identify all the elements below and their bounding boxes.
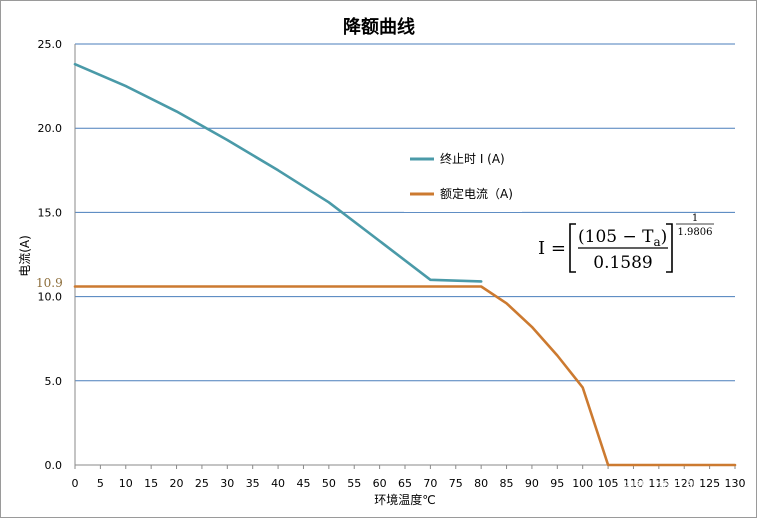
series-line-terminal-current <box>73 62 483 283</box>
derating-formula: I = (105 − Ta) 0.1589 1 1.9806 <box>532 213 722 275</box>
x-tick-label: 95 <box>550 477 564 490</box>
formula-exponent-denominator: 1.9806 <box>678 227 713 238</box>
x-tick-label: 40 <box>271 477 285 490</box>
x-tick-label: 50 <box>322 477 336 490</box>
x-tick-label: 130 <box>725 477 746 490</box>
y-tick-label: 25.0 <box>38 38 63 51</box>
formula-lhs: I = <box>538 238 566 259</box>
y-tick-label: 10.0 <box>38 291 63 304</box>
y-tick-label: 15.0 <box>38 206 63 219</box>
formula-denominator: 0.1589 <box>593 253 652 273</box>
x-tick-label: 70 <box>423 477 437 490</box>
tick-labels: 0.0 5.0 10.0 15.0 20.0 25.0 0 5 10 15 20 25 30 35 40 45… <box>38 38 746 490</box>
chart-title: 降额曲线 <box>343 16 415 38</box>
x-tick-label: 85 <box>500 477 514 490</box>
formula-left-bracket <box>569 223 576 273</box>
x-tick-label: 60 <box>373 477 387 490</box>
series-line-rated-current <box>73 285 737 467</box>
y-tick-label: 0.0 <box>45 459 63 472</box>
x-tick-label: 20 <box>170 477 184 490</box>
y-tick-label: 20.0 <box>38 122 63 135</box>
x-tick-label: 5 <box>97 477 104 490</box>
x-tick-label: 120 <box>674 477 695 490</box>
y-tick-label: 5.0 <box>45 375 63 388</box>
x-tick-label: 80 <box>474 477 488 490</box>
y-axis-title: 电流(A) <box>18 235 32 277</box>
y-value-annotation: 10.9 <box>36 276 63 290</box>
legend-label-terminal-current: 终止时 I (A) <box>440 151 505 166</box>
x-tick-label: 110 <box>623 477 644 490</box>
x-tick-label: 100 <box>572 477 593 490</box>
x-tick-label: 25 <box>195 477 209 490</box>
gridlines <box>75 43 735 382</box>
x-tick-label: 10 <box>119 477 133 490</box>
x-tick-label: 125 <box>699 477 720 490</box>
x-tick-label: 90 <box>525 477 539 490</box>
x-tick-label: 75 <box>449 477 463 490</box>
x-tick-label: 30 <box>220 477 234 490</box>
formula-right-bracket <box>666 223 673 273</box>
x-tick-label: 115 <box>648 477 669 490</box>
x-tick-label: 45 <box>296 477 310 490</box>
formula-exponent-numerator: 1 <box>692 213 698 224</box>
legend-label-rated-current: 额定电流（A) <box>440 186 513 201</box>
x-tick-label: 55 <box>347 477 361 490</box>
x-tick-label: 105 <box>598 477 619 490</box>
x-axis-title: 环境温度℃ <box>374 492 435 507</box>
series-lines <box>73 62 737 467</box>
formula-numerator: (105 − Ta) <box>578 227 667 249</box>
formula-background <box>532 213 722 275</box>
legend: 终止时 I (A) 额定电流（A) <box>404 142 522 212</box>
x-tick-label: 35 <box>246 477 260 490</box>
x-tick-label: 0 <box>72 477 79 490</box>
watermark: 知乎 @万郎 <box>620 478 700 496</box>
x-tick-label: 65 <box>398 477 412 490</box>
x-tick-label: 15 <box>144 477 158 490</box>
legend-background <box>404 142 522 212</box>
